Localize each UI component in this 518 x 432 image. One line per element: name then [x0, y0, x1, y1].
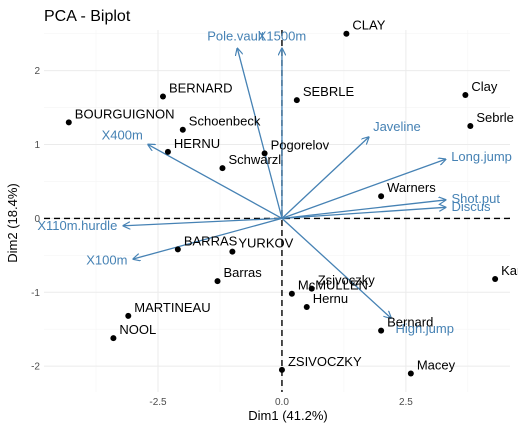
variable-label: X110m.hurdle — [37, 218, 117, 233]
individual-point — [159, 93, 166, 100]
individual-point — [407, 370, 414, 377]
individual-point — [278, 366, 285, 373]
variable-arrow — [237, 48, 283, 219]
variable-label: X400m — [102, 128, 143, 143]
individual-point — [261, 150, 268, 157]
individual-label: Schwarzl — [228, 152, 281, 167]
individual-point — [492, 275, 499, 282]
variable-arrow — [281, 217, 391, 318]
x-axis-ticks: -2.5 0.0 2.5 — [149, 397, 413, 408]
individual-point — [343, 30, 350, 37]
individual-label: McMULLEN — [298, 278, 368, 293]
y-tick-label: -2 — [31, 362, 40, 373]
variable-label: Discus — [452, 199, 492, 214]
variable-label: Shot.put — [452, 191, 501, 206]
chart-title: PCA - Biplot — [44, 8, 131, 25]
individual-point — [308, 285, 315, 292]
individual-point — [467, 123, 474, 130]
x-tick-label: 0.0 — [275, 397, 289, 408]
individual-point — [288, 290, 295, 297]
individual-label: Warners — [387, 180, 436, 195]
individual-label: YURKOV — [238, 236, 293, 251]
variable-arrow — [281, 207, 446, 220]
individual-label: MARTINEAU — [134, 300, 210, 315]
individual-label: Zsivoczky — [318, 273, 376, 288]
individual-label: CLAY — [352, 18, 385, 33]
y-axis-ticks: -2 -1 0 1 2 — [31, 66, 40, 373]
individual-label: Pogorelov — [271, 137, 330, 152]
variable-arrow — [123, 217, 282, 225]
variable-label: X100m — [86, 253, 127, 268]
individual-label: Macey — [417, 358, 456, 373]
variable-label: X1500m — [258, 28, 306, 43]
individual-label: Karpov — [501, 263, 518, 278]
variable-label: Pole.vault — [207, 29, 264, 44]
variable-label: Long.jump — [451, 149, 512, 164]
individual-label: BERNARD — [169, 80, 233, 95]
y-tick-label: -1 — [31, 288, 40, 299]
y-tick-label: 2 — [34, 66, 40, 77]
individual-label: NOOL — [119, 322, 156, 337]
variable-label: High.jump — [395, 321, 454, 336]
individual-point — [179, 126, 186, 133]
y-tick-label: 1 — [34, 140, 40, 151]
variable-arrow — [133, 217, 283, 259]
individual-label: SEBRLE — [303, 84, 355, 99]
individual-point — [229, 248, 236, 255]
individual-point — [214, 278, 221, 285]
x-axis-title: Dim1 (41.2%) — [248, 408, 327, 423]
y-tick-label: 0 — [34, 214, 40, 225]
individual-points — [65, 30, 499, 377]
individual-point — [462, 92, 469, 99]
variable-arrow — [148, 145, 283, 219]
individual-label: BARRAS — [184, 233, 238, 248]
variable-arrow — [281, 137, 369, 219]
variable-arrow — [281, 200, 446, 220]
individual-label: Barras — [224, 265, 263, 280]
individual-label: Schoenbeck — [189, 114, 261, 129]
variable-label: Javeline — [373, 119, 421, 134]
individual-label: ZSIVOCZKY — [288, 354, 362, 369]
y-axis-title: Dim2 (18.4%) — [5, 183, 20, 262]
individual-point — [378, 193, 385, 200]
individual-point — [219, 165, 226, 172]
individual-point — [174, 246, 181, 253]
individual-label: Sebrle — [476, 110, 514, 125]
individual-point — [378, 327, 385, 334]
x-tick-label: 2.5 — [399, 397, 413, 408]
individual-point — [110, 335, 117, 342]
individual-label: BOURGUIGNON — [75, 106, 175, 121]
individual-label: Clay — [471, 79, 498, 94]
x-tick-label: -2.5 — [149, 397, 167, 408]
individual-point — [303, 304, 310, 311]
individual-label: Bernard — [387, 315, 433, 330]
variable-arrows — [123, 48, 445, 318]
individual-point — [293, 97, 300, 104]
individual-label: Hernu — [313, 291, 348, 306]
individual-point — [65, 119, 72, 126]
variable-arrow — [281, 159, 446, 219]
individual-label: HERNU — [174, 136, 220, 151]
individual-point — [164, 148, 171, 155]
individual-point — [125, 312, 132, 319]
